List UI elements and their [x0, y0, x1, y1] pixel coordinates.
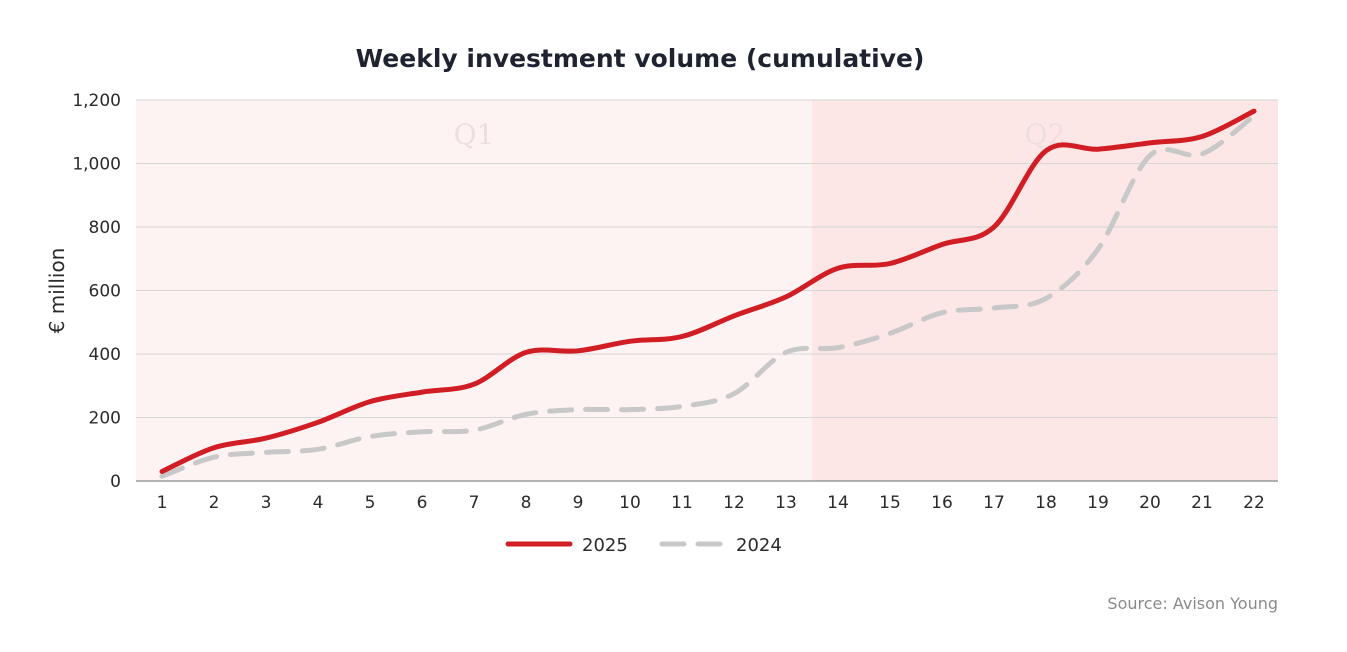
x-tick-label: 11	[671, 493, 693, 513]
y-tick-label: 1,200	[72, 91, 121, 111]
x-tick-label: 8	[521, 493, 532, 513]
x-tick-label: 4	[313, 493, 324, 513]
x-tick-label: 12	[723, 493, 745, 513]
x-tick-label: 21	[1191, 493, 1213, 513]
legend-label-2024: 2024	[736, 535, 782, 556]
x-tick-label: 1	[157, 493, 168, 513]
series-line-2025	[159, 108, 1257, 474]
y-tick-label: 200	[89, 409, 121, 429]
x-tick-label: 5	[365, 493, 376, 513]
x-tick-label: 17	[983, 493, 1005, 513]
x-tick-label: 7	[469, 493, 480, 513]
legend-label-2025: 2025	[582, 535, 628, 556]
y-tick-label: 1,000	[72, 155, 121, 175]
x-tick-label: 18	[1035, 493, 1057, 513]
x-tick-label: 10	[619, 493, 641, 513]
y-tick-label: 800	[89, 218, 121, 238]
source-note: Source: Avison Young	[1107, 594, 1278, 613]
x-tick-label: 16	[931, 493, 953, 513]
y-tick-label: 400	[89, 345, 121, 365]
quarter-label-q1: Q1	[454, 118, 495, 151]
x-tick-label: 19	[1087, 493, 1109, 513]
x-tick-label: 9	[573, 493, 584, 513]
y-axis-label: € million	[45, 248, 69, 334]
x-tick-label: 13	[775, 493, 797, 513]
chart-title: Weekly investment volume (cumulative)	[355, 44, 925, 73]
x-tick-label: 20	[1139, 493, 1161, 513]
x-tick-label: 14	[827, 493, 849, 513]
x-tick-label: 15	[879, 493, 901, 513]
x-tick-label: 22	[1243, 493, 1265, 513]
series-line-2024	[159, 113, 1257, 479]
y-tick-label: 600	[89, 282, 121, 302]
x-tick-label: 2	[209, 493, 220, 513]
x-tick-label: 6	[417, 493, 428, 513]
x-tick-label: 3	[261, 493, 272, 513]
y-tick-label: 0	[110, 472, 121, 492]
